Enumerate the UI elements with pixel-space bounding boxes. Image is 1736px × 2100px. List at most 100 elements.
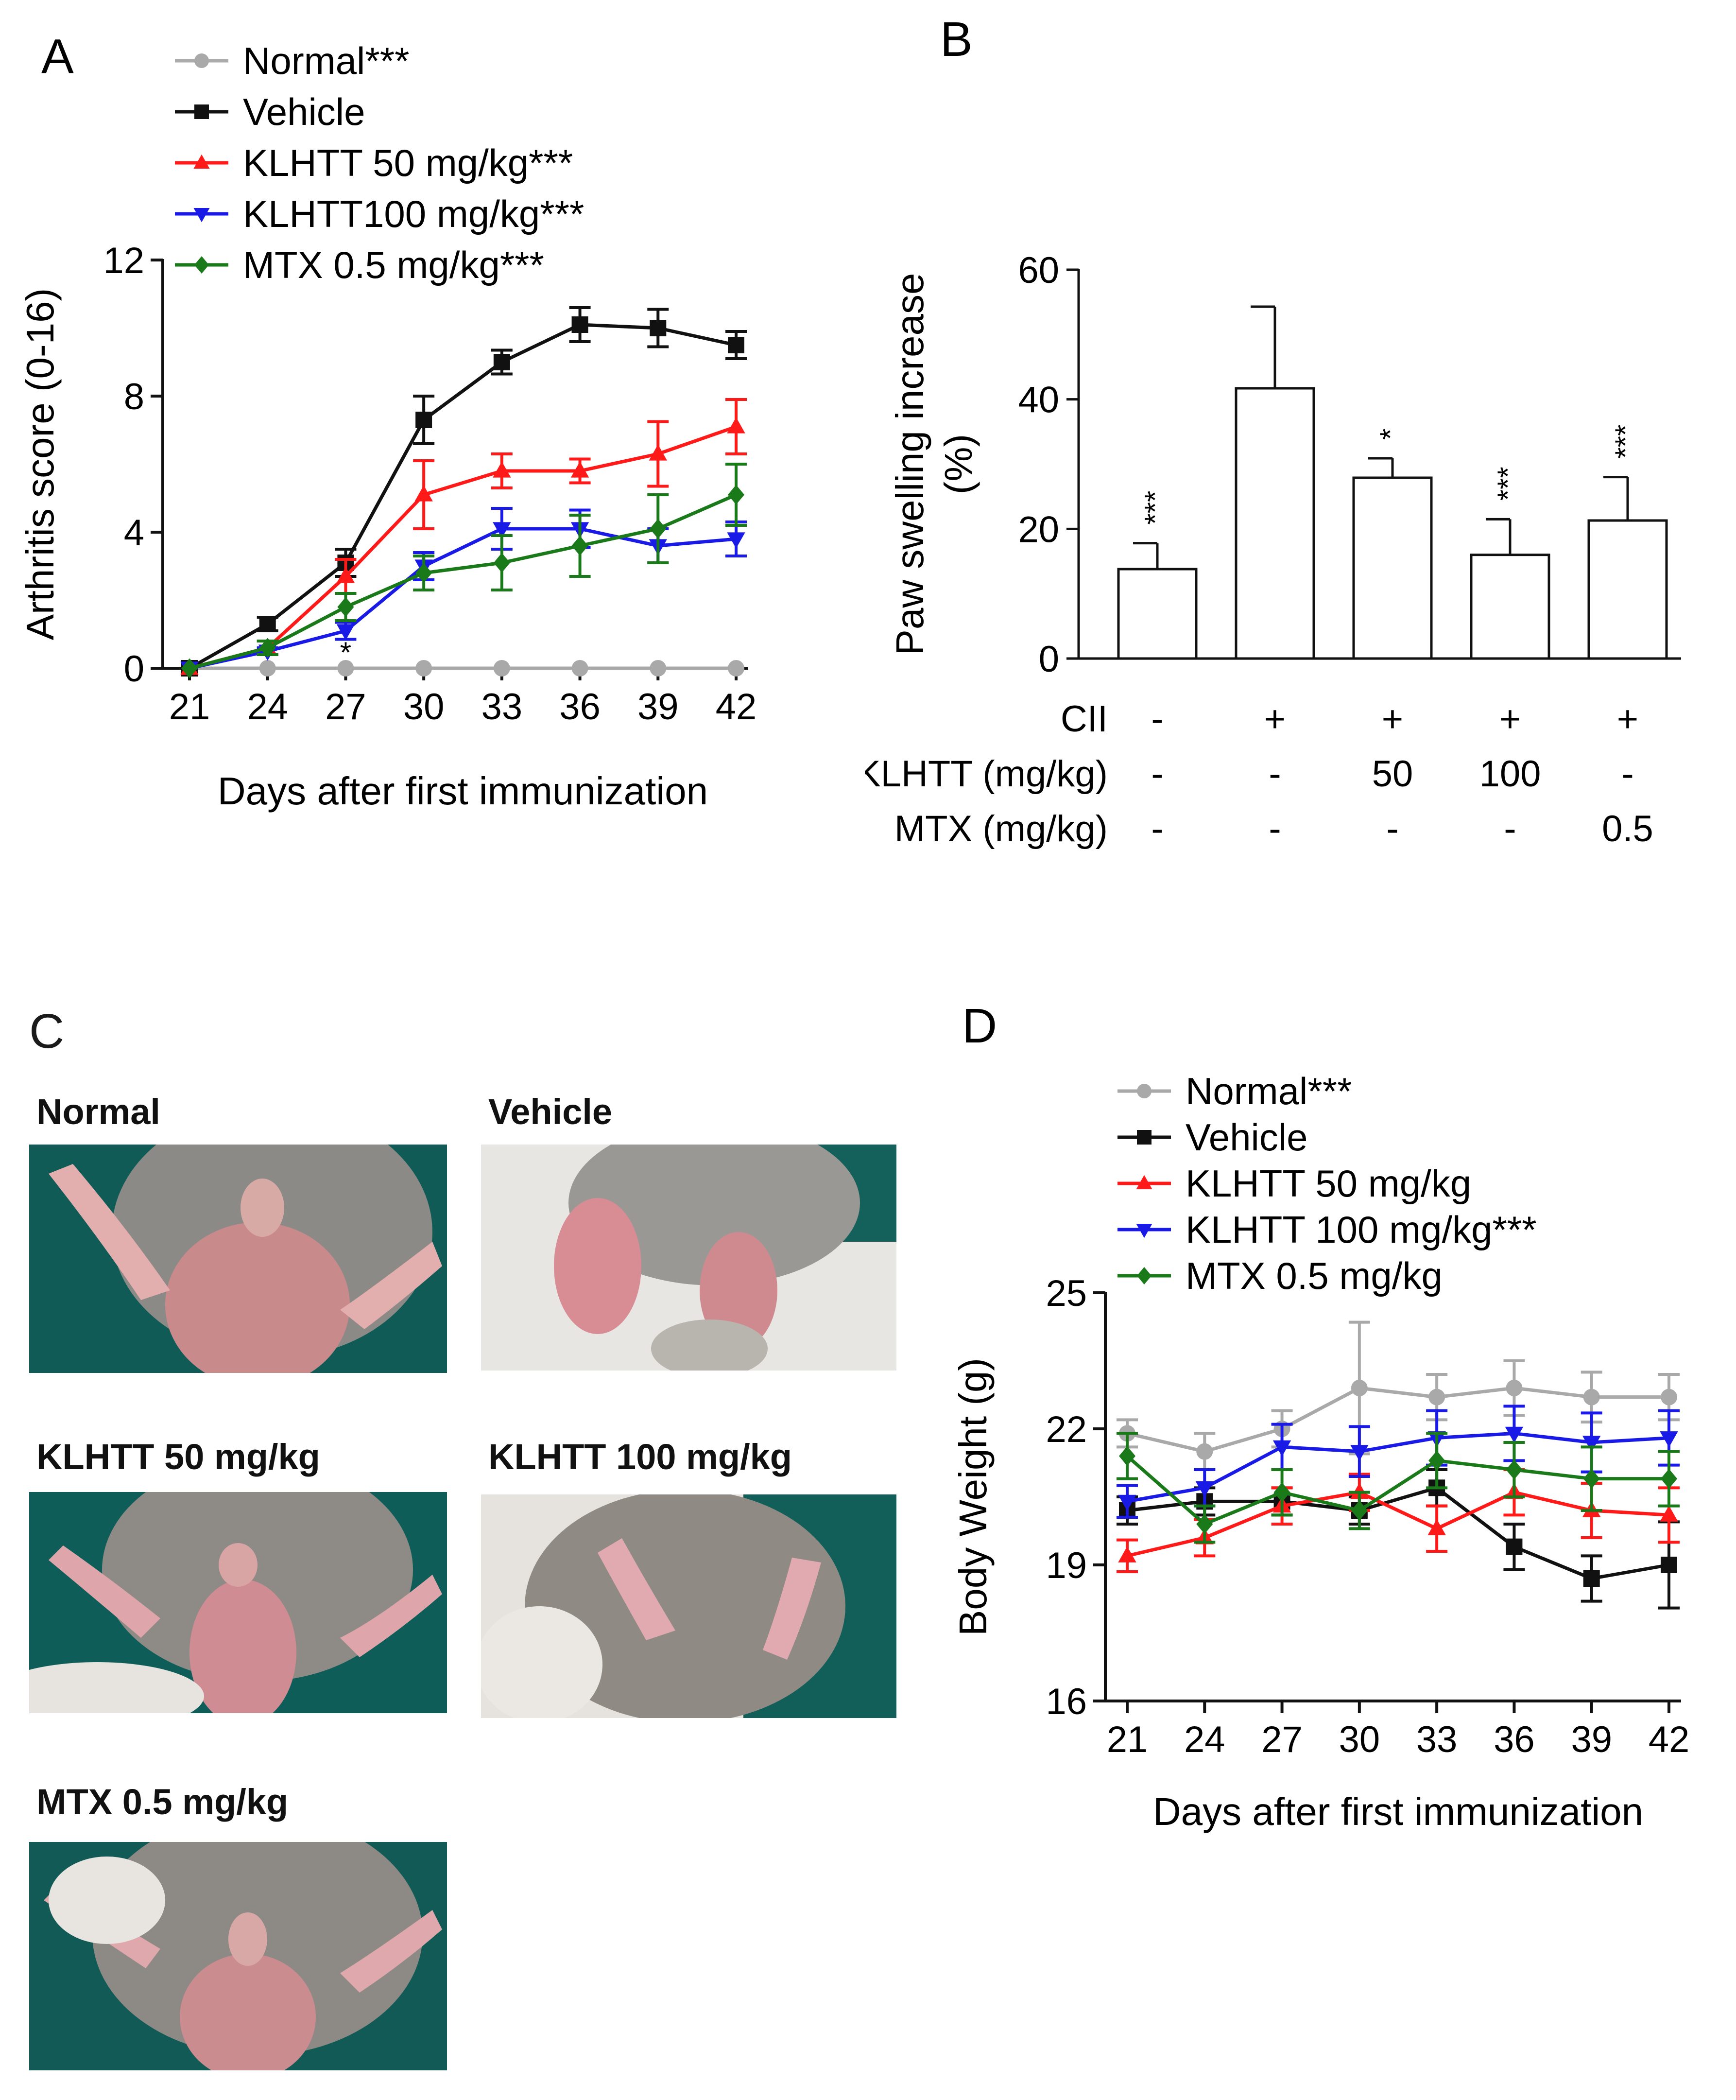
x-tick-label: 21 [1107,1719,1148,1760]
y-tick-label: 22 [1046,1409,1087,1450]
data-point [728,660,744,677]
legend-marker [194,53,209,68]
significance-stars: *** [1492,467,1524,501]
data-point [415,412,432,428]
table-row-label: KLHTT (mg/kg) [865,753,1108,795]
table-cell: + [1264,698,1286,740]
data-point [728,337,744,353]
series-line [1127,1490,1669,1558]
table-cell: - [1621,753,1633,795]
data-point [1196,1443,1213,1460]
legend-marker [1137,1267,1152,1284]
data-point [1119,1446,1135,1466]
data-point [336,624,355,641]
table-cell: - [1151,698,1163,740]
series-line [1126,1455,1669,1527]
panel-a-chart: A Normal*** Vehicle KLHTT 50 mg/kg*** KLHTT… [18,29,756,813]
data-point [337,597,354,617]
data-point [1583,1469,1600,1489]
data-point [650,660,667,677]
data-point [1506,1459,1523,1480]
legend-label: KLHTT 50 mg/kg [1186,1162,1471,1205]
data-point [493,522,511,538]
data-point [650,519,667,539]
legend-label: MTX 0.5 mg/kg*** [243,243,544,286]
table-cell: 50 [1372,753,1413,795]
series-line [189,323,737,670]
data-point [415,660,432,677]
series-line [189,425,737,670]
legend-label: MTX 0.5 mg/kg [1186,1254,1443,1297]
data-point [493,660,510,677]
y-tick-label: 0 [1039,639,1059,680]
series-2 [180,398,747,675]
table-cell: + [1499,698,1521,740]
legend-label: KLHTT 50 mg/kg*** [243,141,573,184]
data-point [1272,1440,1291,1457]
data-point [1661,1557,1677,1573]
data-point [1661,1388,1677,1406]
data-point [1583,1570,1600,1587]
table-row-label: MTX (mg/kg) [894,808,1108,850]
table-cell: - [1386,808,1398,850]
data-point [1583,1388,1600,1406]
photo-klhtt-50 [29,1492,447,1713]
y-tick-label: 0 [124,648,144,690]
significance-stars: *** [1139,491,1171,525]
data-point [1351,1500,1368,1521]
x-axis-label: Days after first immunization [1153,1790,1643,1833]
legend-marker [194,104,209,119]
y-tick-label: 20 [1018,509,1059,550]
bar [1587,519,1668,660]
y-axis-label: Arthritis score (0-16) [18,288,62,641]
x-tick-label: 33 [1416,1719,1458,1760]
significance-stars: *** [1609,425,1642,459]
bar [1470,554,1550,660]
legend-marker [194,256,209,274]
table-row-label: CII [1061,698,1108,740]
y-tick-label: 19 [1046,1545,1087,1586]
legend-label: KLHTT 100 mg/kg*** [1186,1208,1537,1251]
x-tick-label: 30 [1339,1719,1380,1760]
data-point [1351,1380,1368,1396]
x-tick-label: 24 [247,686,288,728]
data-point [1506,1538,1523,1555]
photo-label-mtx-05: MTX 0.5 mg/kg [36,1782,289,1822]
legend-marker [1136,1224,1152,1238]
table-cell: - [1504,808,1516,850]
data-point [1118,1494,1136,1511]
data-point [571,536,588,556]
data-point [727,417,745,434]
legend-marker [1137,1084,1152,1098]
x-tick-label: 36 [559,686,601,728]
data-point [415,563,432,583]
photo-klhtt-100 [481,1494,896,1718]
series-4 [1117,1432,1680,1544]
legend-label: Normal*** [243,39,409,82]
data-point [259,616,276,632]
legend-label: Vehicle [243,90,365,133]
data-point [181,658,198,678]
data-point [1506,1380,1523,1396]
y-tick-label: 16 [1046,1681,1087,1722]
y-tick-label: 4 [124,512,144,554]
data-point [727,532,745,549]
legend-label: Normal*** [1186,1070,1352,1112]
data-point [259,660,276,677]
data-point [1427,1519,1446,1535]
panel-letter-c: C [29,1004,65,1059]
y-tick-label: 8 [124,376,144,417]
y-tick-label: 60 [1018,250,1059,291]
data-point [650,320,667,336]
series-0 [181,660,744,677]
x-tick-label: 33 [481,686,523,728]
significance-annotation: * [340,636,351,669]
data-point [1660,1505,1678,1522]
data-point [493,354,510,370]
x-tick-label: 21 [169,686,210,728]
y-axis-label: Paw swelling increase [888,273,931,655]
bar [1235,387,1315,660]
panel-letter-a: A [41,29,74,84]
